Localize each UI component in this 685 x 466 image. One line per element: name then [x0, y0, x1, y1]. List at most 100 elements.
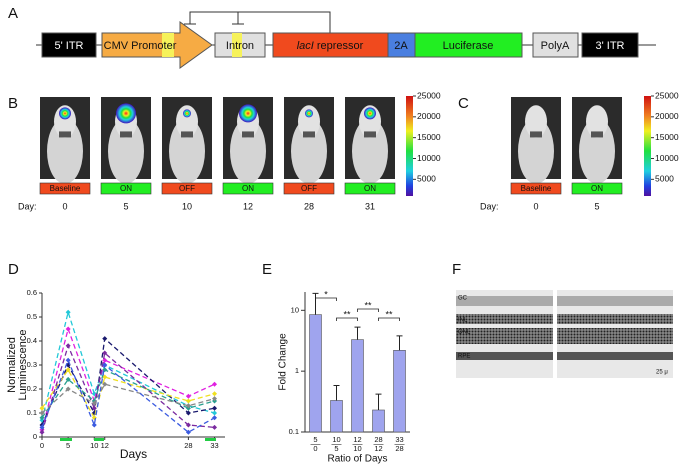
state-label: ON: [242, 184, 254, 193]
colorbar: [406, 96, 413, 196]
mouse-head: [298, 105, 320, 138]
construct-label: lacI repressor: [297, 40, 364, 52]
construct-label: 5' ITR: [55, 40, 84, 52]
series-line: [41, 383, 215, 414]
mouse-tag: [120, 131, 132, 138]
mouse-head: [176, 105, 198, 138]
category-top: 10: [332, 435, 340, 444]
histology-label: RPE: [458, 354, 470, 360]
series-point: [212, 424, 218, 430]
day-value: 10: [182, 201, 192, 211]
state-label: Baseline: [50, 184, 81, 193]
construct-box: [581, 32, 639, 58]
series-point: [102, 350, 108, 356]
category-bottom: 12: [374, 444, 382, 453]
series-line: [41, 358, 215, 433]
x-tick-label: 12: [101, 441, 109, 450]
series-point: [212, 391, 218, 397]
luminescence: [239, 104, 257, 123]
category-bottom: 0: [313, 444, 317, 453]
construct-box: [272, 32, 389, 58]
histology-gc: [557, 296, 673, 306]
series-point: [102, 381, 108, 387]
y-axis-title: Luminescence: [17, 330, 29, 401]
y-axis-title: Normalized: [6, 337, 18, 393]
day-value: 28: [304, 201, 314, 211]
error-bar: [375, 393, 382, 410]
histology-label: INL: [458, 318, 468, 324]
state-label: ON: [591, 184, 603, 193]
series-line: [41, 343, 215, 433]
x-tick-label: 28: [184, 441, 192, 450]
promoter-arrow: [101, 21, 213, 69]
construct-label-text: 2A: [394, 40, 408, 52]
construct-label-text: CMV Promoter: [104, 40, 177, 52]
mouse-tag: [242, 131, 254, 138]
histology-gc: [456, 296, 553, 306]
state-box: [571, 182, 623, 195]
construct-label: Luciferase: [443, 40, 494, 52]
y-tick-label: 0.6: [27, 288, 37, 297]
series-point: [212, 415, 218, 421]
series-point: [65, 343, 71, 349]
y-tick-label: 10: [291, 305, 299, 314]
bar: [372, 409, 385, 433]
series-point: [185, 429, 191, 435]
on-period: [60, 438, 72, 441]
inhibition-arrows: [184, 11, 331, 33]
category-top: 12: [353, 435, 361, 444]
colorbar-label: 15000: [655, 132, 679, 142]
state-label: Baseline: [521, 184, 552, 193]
y-tick-label: 0.4: [27, 336, 37, 345]
mouse-head: [525, 105, 547, 138]
histology-rpe: [557, 352, 673, 360]
x-axis-title: Days: [120, 447, 147, 461]
construct-label: 3' ITR: [596, 40, 625, 52]
state-box: [344, 182, 396, 195]
mouse-body: [230, 118, 266, 184]
significance-bracket: [357, 308, 379, 312]
histology-label: GC: [458, 296, 468, 302]
colorbar: [644, 96, 651, 196]
histology-onl: [456, 328, 553, 344]
luminescence: [59, 107, 71, 120]
on-period: [205, 438, 216, 441]
series-point: [39, 424, 45, 430]
panel-label: D: [8, 261, 19, 278]
series-point: [185, 410, 191, 416]
day-value: 5: [594, 201, 599, 211]
construct-label-text: Luciferase: [443, 40, 494, 52]
mouse-tag: [591, 131, 603, 138]
construct-label-text: 5' ITR: [55, 40, 84, 52]
x-tick-label: 5: [66, 441, 70, 450]
construct-box: [414, 32, 523, 58]
colorbar-label: 5000: [417, 174, 436, 184]
colorbar-label: 10000: [417, 153, 441, 163]
x-tick-label: 0: [40, 441, 44, 450]
y-tick-label: 0.1: [289, 427, 299, 436]
construct-label-text: PolyA: [541, 40, 570, 52]
series-point: [65, 326, 71, 332]
histology-rpe: [456, 352, 553, 360]
histology-inl: [456, 314, 553, 324]
error-bar: [312, 292, 319, 315]
series-point: [39, 405, 45, 411]
mouse-tag: [181, 131, 193, 138]
state-label: ON: [364, 184, 376, 193]
x-tick-label: 33: [210, 441, 218, 450]
category-bottom: 10: [353, 444, 361, 453]
state-box: [283, 182, 335, 195]
series-point: [212, 410, 218, 416]
state-label: OFF: [301, 184, 317, 193]
mouse-tag: [303, 131, 315, 138]
mouse-tag: [59, 131, 71, 138]
day-label: Day:: [18, 201, 37, 211]
state-box: [39, 182, 91, 195]
luminescence: [364, 107, 376, 120]
colorbar-label: 20000: [655, 111, 679, 121]
significance-label: **: [343, 309, 351, 319]
luminescence: [305, 109, 313, 118]
category-bottom: 28: [395, 444, 403, 453]
y-axis-title: Fold Change: [278, 333, 289, 391]
